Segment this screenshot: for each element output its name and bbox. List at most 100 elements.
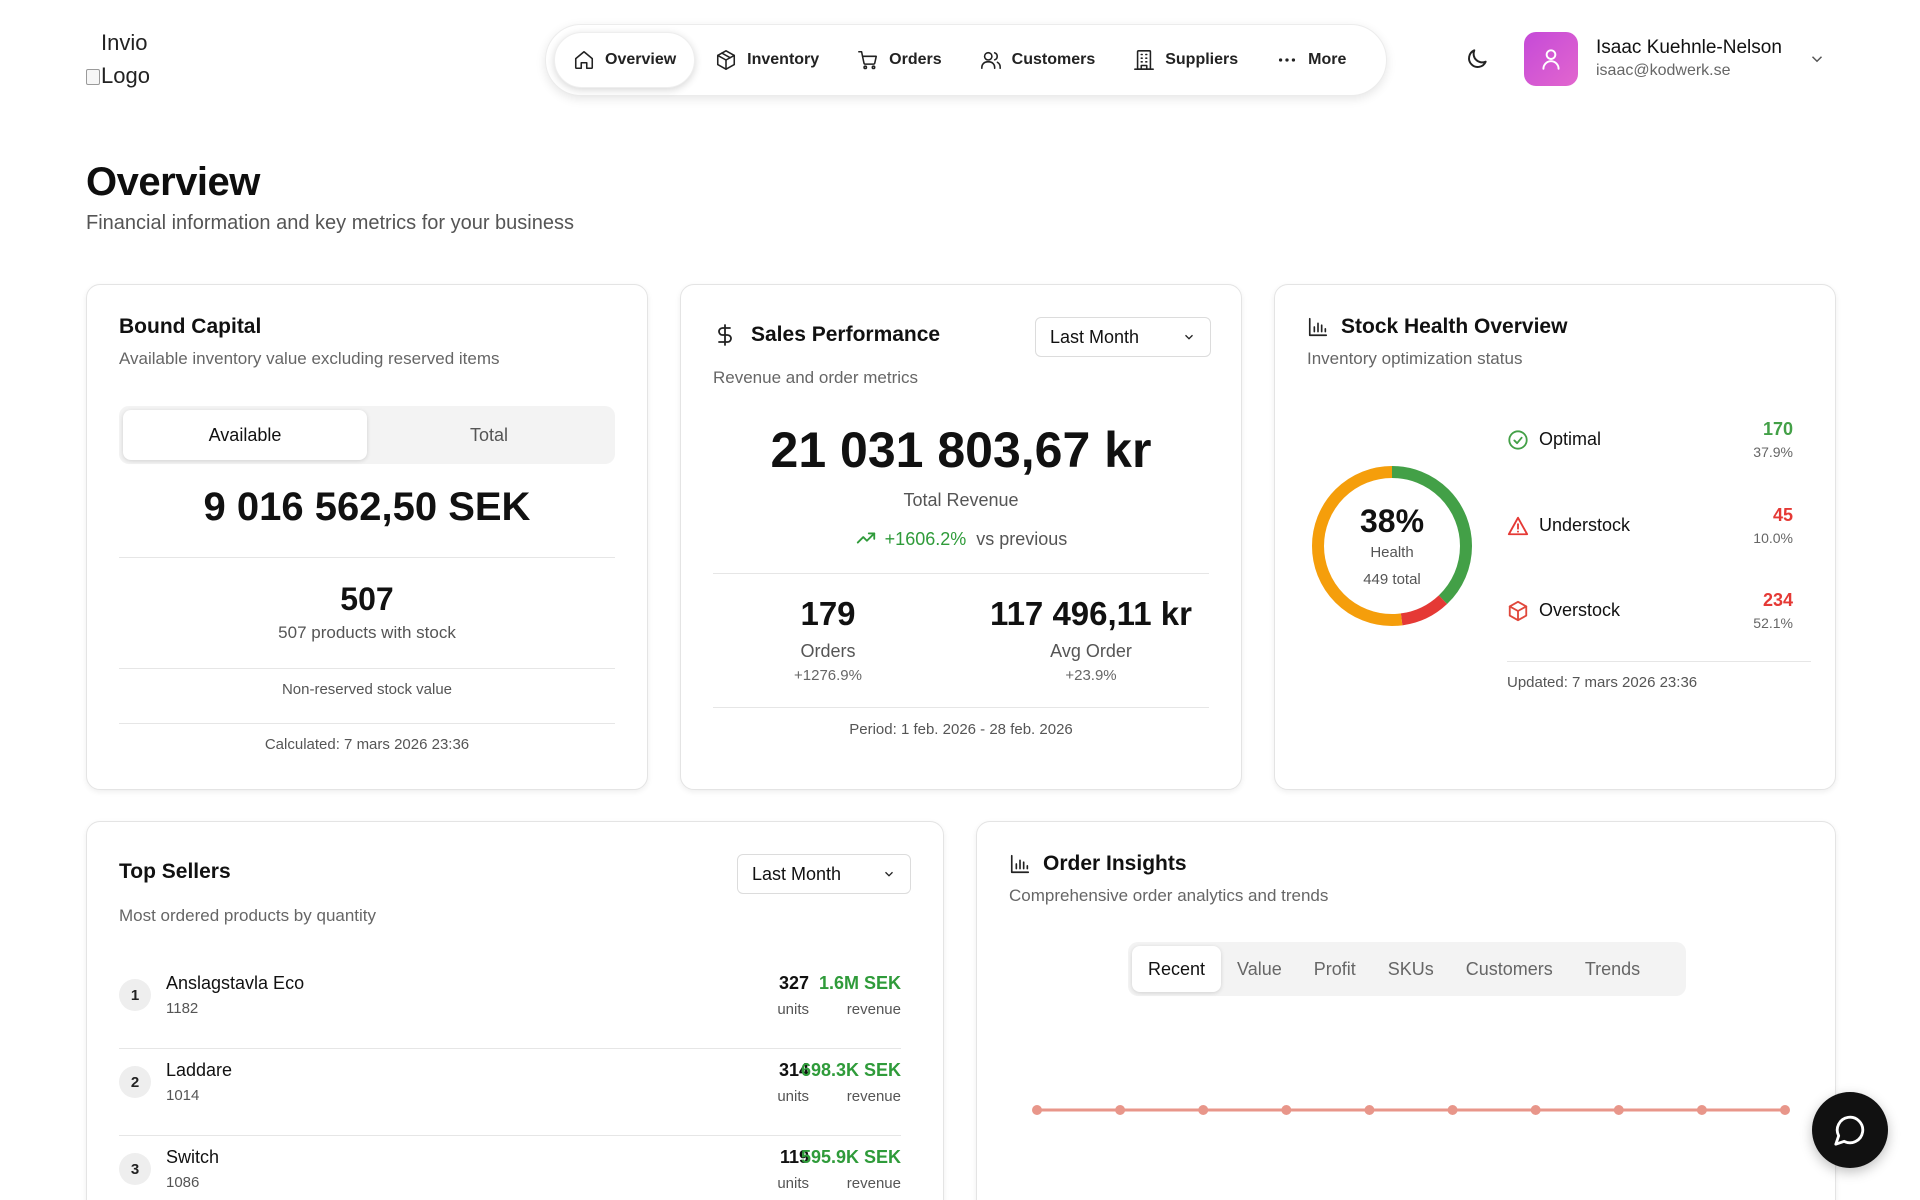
- sales-period-select[interactable]: Last Month: [1035, 317, 1211, 357]
- nav-orders[interactable]: Orders: [839, 32, 959, 88]
- chevron-down-icon: [1811, 56, 1823, 63]
- user-menu[interactable]: Isaac Kuehnle-Nelson isaac@kodwerk.se: [1524, 32, 1782, 86]
- stock-label: Optimal: [1539, 429, 1602, 449]
- orders-value: 179: [800, 595, 856, 632]
- list-item[interactable]: 1 Anslagstavla Eco 1182 327 units 1.6M S…: [119, 963, 901, 1049]
- revenue-value: 698.3K SEK: [800, 1060, 901, 1080]
- user-name: Isaac Kuehnle-Nelson: [1596, 37, 1782, 58]
- nav-label: More: [1308, 51, 1347, 68]
- product-code: 1182: [166, 1000, 199, 1017]
- health-donut-chart: [1312, 466, 1472, 626]
- nav-suppliers[interactable]: Suppliers: [1115, 32, 1256, 88]
- toggle-available[interactable]: Available: [123, 410, 367, 460]
- series-point[interactable]: [1780, 1105, 1790, 1115]
- rank-badge: 3: [119, 1153, 151, 1185]
- nav-inventory[interactable]: Inventory: [697, 32, 837, 88]
- nav-more[interactable]: More: [1258, 32, 1364, 88]
- series-point[interactable]: [1281, 1105, 1292, 1115]
- nav-customers[interactable]: Customers: [962, 32, 1114, 88]
- box-icon: [717, 50, 736, 70]
- updated-timestamp: Updated: 7 mars 2026 23:36: [1507, 674, 1698, 691]
- list-item[interactable]: 2 Laddare 1014 314 units 698.3K SEK reve…: [119, 1050, 901, 1136]
- more-dots-icon: [1279, 58, 1296, 62]
- series-point[interactable]: [1198, 1105, 1209, 1115]
- user-menu-toggle[interactable]: [1808, 50, 1826, 68]
- stock-percent: 10.0%: [1753, 530, 1793, 546]
- stock-health-card: Stock Health Overview Inventory optimiza…: [1274, 284, 1836, 790]
- select-value: Last Month: [1050, 326, 1140, 347]
- card-subtitle: Inventory optimization status: [1307, 349, 1523, 368]
- avg-order-change: +23.9%: [1065, 667, 1117, 684]
- building-icon: [1134, 50, 1155, 70]
- series-point[interactable]: [1115, 1105, 1126, 1115]
- tab-customers[interactable]: Customers: [1465, 958, 1553, 979]
- product-code: 1014: [166, 1087, 200, 1104]
- tab-value[interactable]: Value: [1237, 958, 1282, 979]
- order-insights-tabs: Recent Value Profit SKUs Customers Trend…: [1128, 942, 1686, 996]
- products-count: 507: [340, 581, 394, 617]
- toggle-total[interactable]: Total: [469, 424, 509, 445]
- divider: [713, 707, 1209, 708]
- card-subtitle: Revenue and order metrics: [713, 368, 919, 387]
- theme-toggle-button[interactable]: [1460, 42, 1494, 76]
- tab-skus[interactable]: SKUs: [1387, 958, 1434, 979]
- chat-button[interactable]: [1812, 1092, 1888, 1168]
- stock-value-note: Non-reserved stock value: [281, 681, 453, 698]
- donut-segment-overstock: [1312, 466, 1472, 626]
- list-item[interactable]: 3 Switch 1086 119 units 595.9K SEK reven…: [119, 1137, 901, 1200]
- page-subtitle: Financial information and key metrics fo…: [86, 212, 574, 234]
- sales-performance-card: Sales Performance Last Month Revenue and…: [680, 284, 1242, 790]
- divider: [713, 573, 1209, 574]
- home-icon: [574, 50, 594, 70]
- chevron-down-icon: [1185, 334, 1193, 340]
- series-point[interactable]: [1530, 1105, 1541, 1115]
- total-caption: 449 total: [1363, 571, 1421, 588]
- tab-trends[interactable]: Trends: [1584, 958, 1641, 979]
- units-label: units: [777, 1088, 809, 1105]
- revenue-label: revenue: [846, 1175, 901, 1192]
- card-subtitle: Comprehensive order analytics and trends: [1009, 886, 1329, 905]
- page-title: Overview: [86, 160, 260, 204]
- user-email: isaac@kodwerk.se: [1596, 62, 1731, 79]
- recent-orders-line-chart: [1032, 1105, 1790, 1115]
- card-subtitle: Available inventory value excluding rese…: [119, 349, 500, 368]
- logo[interactable]: Invio Logo: [86, 26, 171, 92]
- revenue-value: 595.9K SEK: [800, 1147, 901, 1167]
- tab-recent[interactable]: Recent: [1132, 946, 1222, 992]
- moon-icon: [1468, 49, 1487, 68]
- stock-count: 234: [1762, 590, 1793, 610]
- stock-count: 45: [1772, 505, 1793, 525]
- card-subtitle: Most ordered products by quantity: [119, 906, 377, 925]
- card-title-row: Sales Performance: [713, 323, 940, 347]
- units-value: 119: [779, 1147, 809, 1167]
- revenue-change-row: +1606.2% vs previous: [713, 527, 1209, 550]
- avatar[interactable]: [1524, 32, 1578, 86]
- dollar-icon: [718, 324, 732, 346]
- series-point[interactable]: [1364, 1105, 1375, 1115]
- stock-count: 170: [1762, 419, 1793, 439]
- nav-overview[interactable]: Overview: [554, 32, 696, 88]
- stock-percent: 52.1%: [1753, 615, 1793, 631]
- chat-bubble-icon: [1834, 1115, 1865, 1146]
- stock-row-optimal: Optimal 170 37.9%: [1507, 419, 1803, 469]
- revenue-change: +1606.2%: [884, 529, 967, 549]
- orders-change: +1276.9%: [794, 667, 862, 684]
- nav-label: Orders: [889, 51, 942, 68]
- total-revenue-label: Total Revenue: [903, 490, 1019, 510]
- check-circle-icon: [1508, 430, 1528, 450]
- card-title: Bound Capital: [119, 315, 262, 338]
- revenue-value: 1.6M SEK: [818, 973, 901, 993]
- divider: [119, 557, 615, 558]
- top-sellers-period-select[interactable]: Last Month: [737, 854, 911, 894]
- series-point[interactable]: [1447, 1105, 1458, 1115]
- series-point[interactable]: [1613, 1105, 1624, 1115]
- series-point[interactable]: [1032, 1105, 1042, 1115]
- tab-profit[interactable]: Profit: [1313, 958, 1356, 979]
- series-point[interactable]: [1696, 1105, 1707, 1115]
- cart-icon: [858, 50, 878, 70]
- health-caption: Health: [1370, 544, 1414, 561]
- rank-badge: 1: [119, 979, 151, 1011]
- user-icon: [1542, 49, 1560, 70]
- capital-toggle: Available Total: [119, 406, 615, 464]
- card-title: Sales Performance: [751, 323, 941, 346]
